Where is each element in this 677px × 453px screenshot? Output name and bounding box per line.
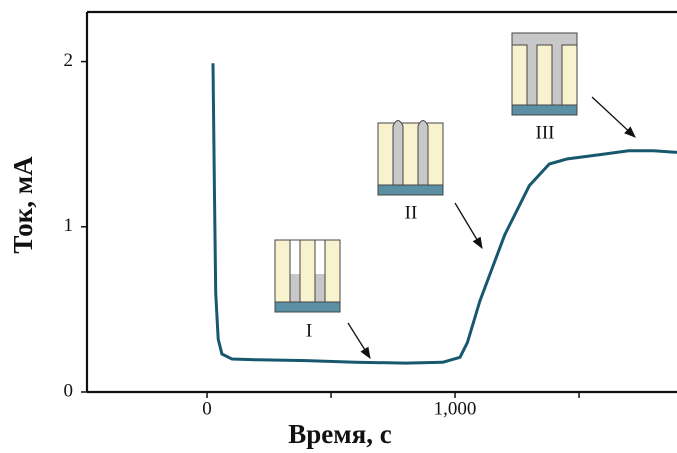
- data-line: [213, 63, 677, 363]
- x-tick-label: 0: [202, 398, 212, 419]
- annotation: III: [536, 122, 555, 143]
- schematic-i: [275, 240, 340, 312]
- y-tick-label: 2: [64, 50, 74, 71]
- x-tick-label: 1,000: [434, 398, 477, 419]
- annotation: I: [306, 320, 312, 341]
- y-tick-label: 0: [64, 380, 74, 401]
- axes-frame: [87, 12, 677, 392]
- y-tick-label: 1: [64, 215, 74, 236]
- y-axis-label: Ток, мА: [8, 156, 38, 254]
- annotation: II: [405, 202, 418, 223]
- x-axis-label: Время, с: [288, 419, 392, 449]
- schematic-ii: [378, 121, 443, 196]
- chart: Время, с Ток, мА I II III 0 1 2 0 1,000: [0, 0, 677, 453]
- schematic-iii: [512, 33, 577, 115]
